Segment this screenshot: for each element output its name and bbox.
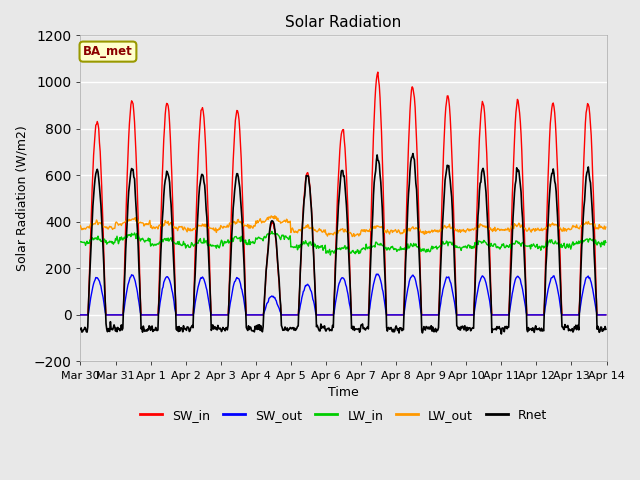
- Line: Rnet: Rnet: [81, 154, 606, 334]
- SW_out: [408, 274, 415, 280]
- Rnet: [409, 151, 417, 156]
- Rnet: [193, 221, 201, 227]
- LW_in: [424, 249, 431, 254]
- LW_in: [408, 243, 416, 249]
- LW_out: [602, 224, 610, 230]
- LW_in: [602, 240, 610, 245]
- SW_in: [221, 312, 229, 318]
- LW_out: [140, 223, 148, 229]
- LW_in: [268, 228, 276, 234]
- LW_in: [86, 237, 94, 243]
- Rnet: [602, 326, 610, 332]
- SW_in: [602, 312, 610, 318]
- LW_in: [221, 240, 229, 246]
- Y-axis label: Solar Radiation (W/m2): Solar Radiation (W/m2): [15, 126, 28, 271]
- Rnet: [77, 326, 84, 332]
- Rnet: [86, 268, 94, 274]
- Rnet: [407, 159, 415, 165]
- SW_in: [140, 312, 148, 318]
- SW_out: [86, 300, 94, 306]
- LW_out: [424, 230, 431, 236]
- Line: LW_out: LW_out: [81, 216, 606, 237]
- SW_in: [193, 176, 201, 181]
- SW_out: [602, 312, 610, 318]
- Rnet: [423, 324, 431, 330]
- LW_out: [221, 224, 229, 230]
- LW_in: [77, 239, 84, 245]
- Rnet: [497, 331, 505, 337]
- LW_in: [193, 240, 201, 246]
- SW_out: [77, 312, 84, 318]
- Text: BA_met: BA_met: [83, 45, 133, 58]
- Line: LW_in: LW_in: [81, 231, 606, 255]
- Rnet: [221, 328, 229, 334]
- SW_in: [86, 250, 94, 255]
- Line: SW_in: SW_in: [81, 72, 606, 315]
- SW_out: [374, 271, 381, 277]
- X-axis label: Time: Time: [328, 386, 359, 399]
- Line: SW_out: SW_out: [81, 274, 606, 315]
- SW_in: [77, 312, 84, 318]
- LW_out: [77, 223, 84, 228]
- Rnet: [140, 326, 148, 332]
- LW_out: [193, 225, 201, 230]
- LW_in: [140, 238, 148, 244]
- SW_out: [423, 312, 431, 318]
- LW_in: [326, 252, 334, 258]
- SW_out: [140, 312, 148, 318]
- SW_in: [374, 69, 381, 75]
- LW_out: [348, 234, 356, 240]
- LW_out: [271, 213, 278, 219]
- SW_in: [408, 87, 415, 93]
- SW_in: [423, 312, 431, 318]
- SW_out: [193, 288, 201, 294]
- Title: Solar Radiation: Solar Radiation: [285, 15, 402, 30]
- Legend: SW_in, SW_out, LW_in, LW_out, Rnet: SW_in, SW_out, LW_in, LW_out, Rnet: [135, 404, 552, 427]
- LW_out: [86, 223, 94, 228]
- LW_out: [408, 225, 416, 230]
- SW_out: [221, 312, 229, 318]
